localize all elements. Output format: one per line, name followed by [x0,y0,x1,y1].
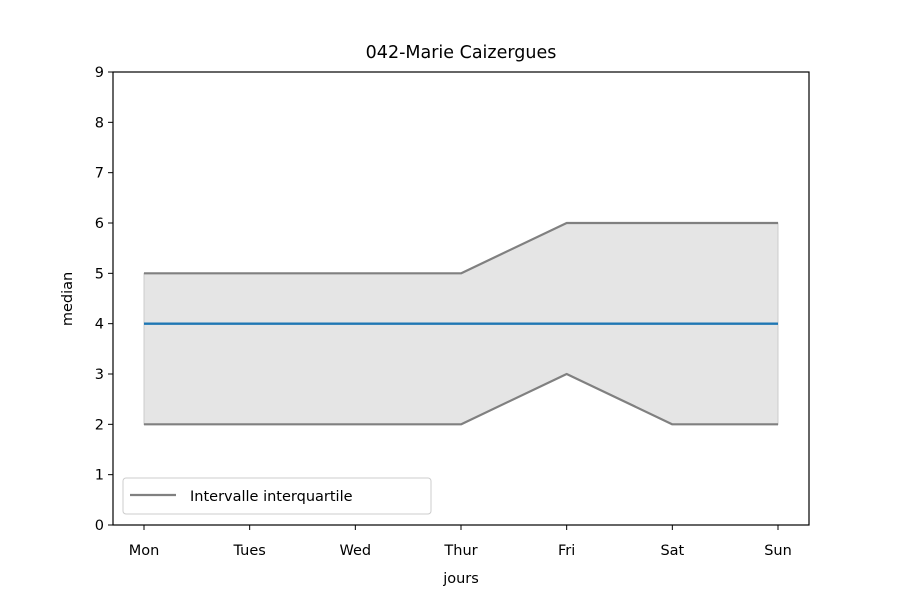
upper-quartile-line [144,221,778,275]
x-tick-label: Sun [764,543,792,559]
x-tick-label: Mon [129,543,160,559]
y-tick-label: 3 [95,367,104,383]
legend: Intervalle interquartile [122,477,432,515]
y-tick-label: 5 [95,266,104,282]
x-tick-label: Wed [340,543,372,559]
y-tick-label: 2 [95,417,104,433]
chart-title: 042-Marie Caizergues [366,43,557,63]
y-tick-label: 8 [95,115,104,131]
y-tick-label: 1 [95,468,104,484]
y-tick-label: 9 [95,65,104,81]
x-axis-label: jours [442,571,479,587]
x-tick-label: Tues [233,543,266,559]
legend-label-interquartile: Intervalle interquartile [190,489,353,505]
y-tick-label: 7 [95,166,104,182]
x-tick-label: Fri [558,543,575,559]
x-tick-label: Thur [443,543,477,559]
y-axis: 0 1 2 3 4 5 6 7 8 9 [95,65,113,534]
x-tick-label: Sat [660,543,684,559]
y-tick-label: 6 [95,216,104,232]
x-axis: Mon Tues Wed Thur Fri Sat Sun [129,525,792,559]
y-axis-label: median [60,272,76,326]
y-tick-label: 0 [95,518,104,534]
y-tick-label: 4 [95,317,104,333]
lower-quartile-line [144,372,778,426]
plot-area [112,71,810,526]
legend-box [122,477,432,515]
